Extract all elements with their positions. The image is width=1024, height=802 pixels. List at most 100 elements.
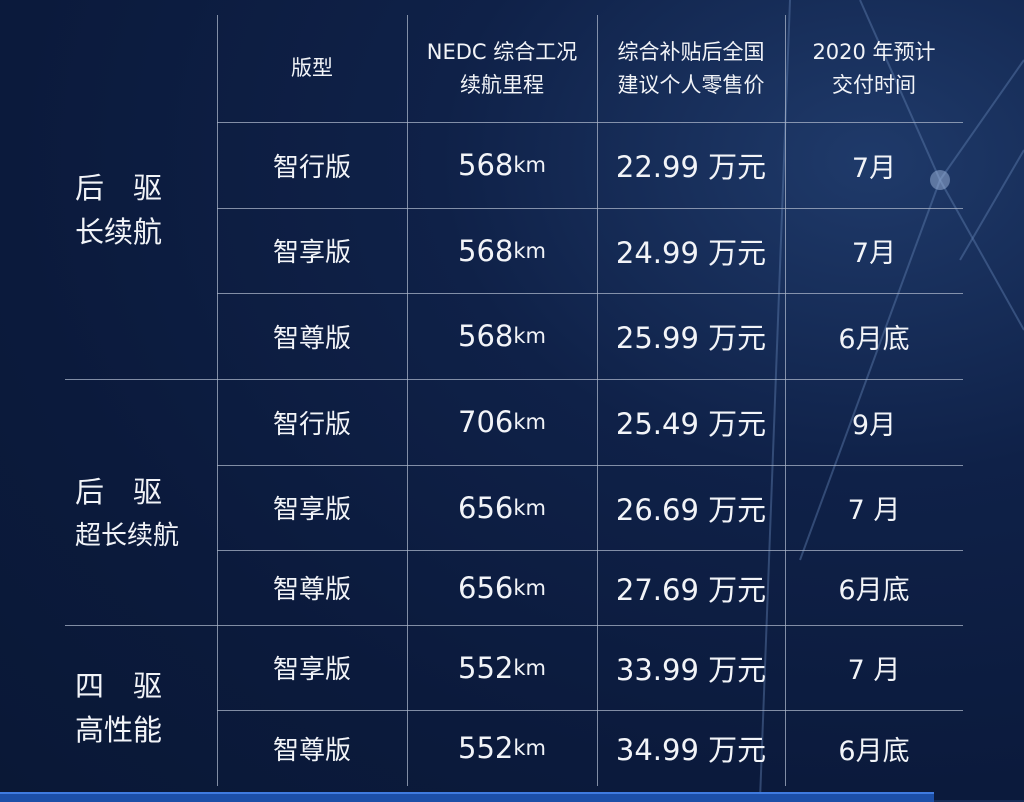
range-unit: km <box>513 575 546 600</box>
version-value: 智行版 <box>272 409 351 440</box>
cell-delivery: 7月 <box>785 122 963 208</box>
cell-price: 22.99 万元 <box>597 122 785 208</box>
cell-version: 智尊版 <box>217 710 407 786</box>
cell-price: 34.99 万元 <box>597 710 785 786</box>
header-range: NEDC 综合工况 续航里程 <box>407 15 597 122</box>
version-value: 智享版 <box>272 238 351 268</box>
delivery-value: 6月底 <box>838 735 910 767</box>
range-unit: km <box>513 324 546 348</box>
header-delivery-line2: 交付时间 <box>832 72 916 97</box>
header-delivery-line1: 2020 年预计 <box>812 39 936 64</box>
range-value: 552 <box>458 731 514 765</box>
group-label: 后 驱长续航 <box>65 166 225 254</box>
price-value: 33.99 万元 <box>615 652 767 687</box>
cell-price: 33.99 万元 <box>597 625 785 710</box>
range-value: 706 <box>458 405 514 439</box>
price-value: 34.99 万元 <box>615 733 767 767</box>
cell-version: 智行版 <box>217 122 407 208</box>
header-price: 综合补贴后全国 建议个人零售价 <box>597 15 785 122</box>
cell-range: 568 km <box>407 293 597 379</box>
row-divider <box>65 379 963 380</box>
row-divider <box>217 122 963 123</box>
row-divider <box>217 710 963 711</box>
delivery-value: 6月底 <box>838 323 910 355</box>
group-label: 四 驱高性能 <box>65 664 225 752</box>
cell-price: 26.69 万元 <box>597 465 785 550</box>
delivery-value: 7 月 <box>847 655 901 686</box>
cell-range: 568 km <box>407 122 597 208</box>
version-value: 智尊版 <box>272 735 351 766</box>
cell-range: 552 km <box>407 625 597 710</box>
cell-price: 25.49 万元 <box>597 379 785 465</box>
cell-price: 24.99 万元 <box>597 208 785 293</box>
column-divider <box>217 15 218 786</box>
cell-price: 27.69 万元 <box>597 550 785 625</box>
row-divider <box>65 625 963 626</box>
cell-range: 656 km <box>407 550 597 625</box>
group-line: 四 驱 <box>75 669 163 703</box>
header-version-text: 版型 <box>291 56 333 80</box>
cell-version: 智享版 <box>217 208 407 293</box>
group-label: 后 驱超长续航 <box>65 470 225 558</box>
header-price-line1: 综合补贴后全国 <box>617 39 765 64</box>
version-value: 智尊版 <box>272 323 351 354</box>
header-range-line1: NEDC 综合工况 <box>426 39 578 64</box>
cell-version: 智享版 <box>217 465 407 550</box>
price-value: 26.69 万元 <box>615 492 767 527</box>
cell-range: 568 km <box>407 208 597 293</box>
row-divider <box>217 293 963 294</box>
cell-range: 552 km <box>407 710 597 786</box>
range-value: 568 <box>458 148 514 182</box>
version-value: 智行版 <box>272 152 351 183</box>
version-value: 智享版 <box>272 495 351 525</box>
cell-version: 智享版 <box>217 625 407 710</box>
range-unit: km <box>513 410 546 434</box>
column-divider <box>407 15 408 786</box>
cell-version: 智尊版 <box>217 550 407 625</box>
version-value: 智享版 <box>272 655 351 685</box>
cell-delivery: 6月底 <box>785 550 963 625</box>
column-divider <box>597 15 598 786</box>
group-line: 长续航 <box>75 215 163 249</box>
group-line: 后 驱 <box>75 475 163 509</box>
range-value: 656 <box>458 490 514 525</box>
column-divider <box>785 15 786 786</box>
header-price-line2: 建议个人零售价 <box>617 72 765 97</box>
row-divider <box>217 208 963 209</box>
version-value: 智尊版 <box>272 575 351 605</box>
header-delivery: 2020 年预计 交付时间 <box>785 15 963 122</box>
price-value: 27.69 万元 <box>615 572 767 607</box>
delivery-value: 6月底 <box>838 575 910 606</box>
range-value: 656 <box>458 570 514 605</box>
row-divider <box>217 465 963 466</box>
range-unit: km <box>513 238 546 263</box>
cell-delivery: 7月 <box>785 208 963 293</box>
row-divider <box>217 550 963 551</box>
delivery-value: 9月 <box>851 409 897 441</box>
group-line: 超长续航 <box>75 521 180 551</box>
cell-delivery: 7 月 <box>785 465 963 550</box>
cell-delivery: 6月底 <box>785 293 963 379</box>
cell-price: 25.99 万元 <box>597 293 785 379</box>
delivery-value: 7月 <box>851 238 897 269</box>
bottom-bar <box>0 792 934 802</box>
range-unit: km <box>513 153 546 177</box>
delivery-value: 7月 <box>851 152 897 184</box>
cell-delivery: 9月 <box>785 379 963 465</box>
range-value: 552 <box>458 650 514 685</box>
price-value: 25.49 万元 <box>615 407 767 441</box>
range-value: 568 <box>458 319 514 353</box>
range-unit: km <box>513 736 546 760</box>
cell-delivery: 6月底 <box>785 710 963 786</box>
cell-delivery: 7 月 <box>785 625 963 710</box>
range-unit: km <box>513 495 546 520</box>
range-unit: km <box>513 655 546 680</box>
price-value: 24.99 万元 <box>615 235 767 270</box>
range-value: 568 <box>458 233 514 268</box>
cell-version: 智行版 <box>217 379 407 465</box>
price-value: 22.99 万元 <box>615 150 767 184</box>
cell-range: 706 km <box>407 379 597 465</box>
price-value: 25.99 万元 <box>615 321 767 355</box>
cell-version: 智尊版 <box>217 293 407 379</box>
cell-range: 656 km <box>407 465 597 550</box>
